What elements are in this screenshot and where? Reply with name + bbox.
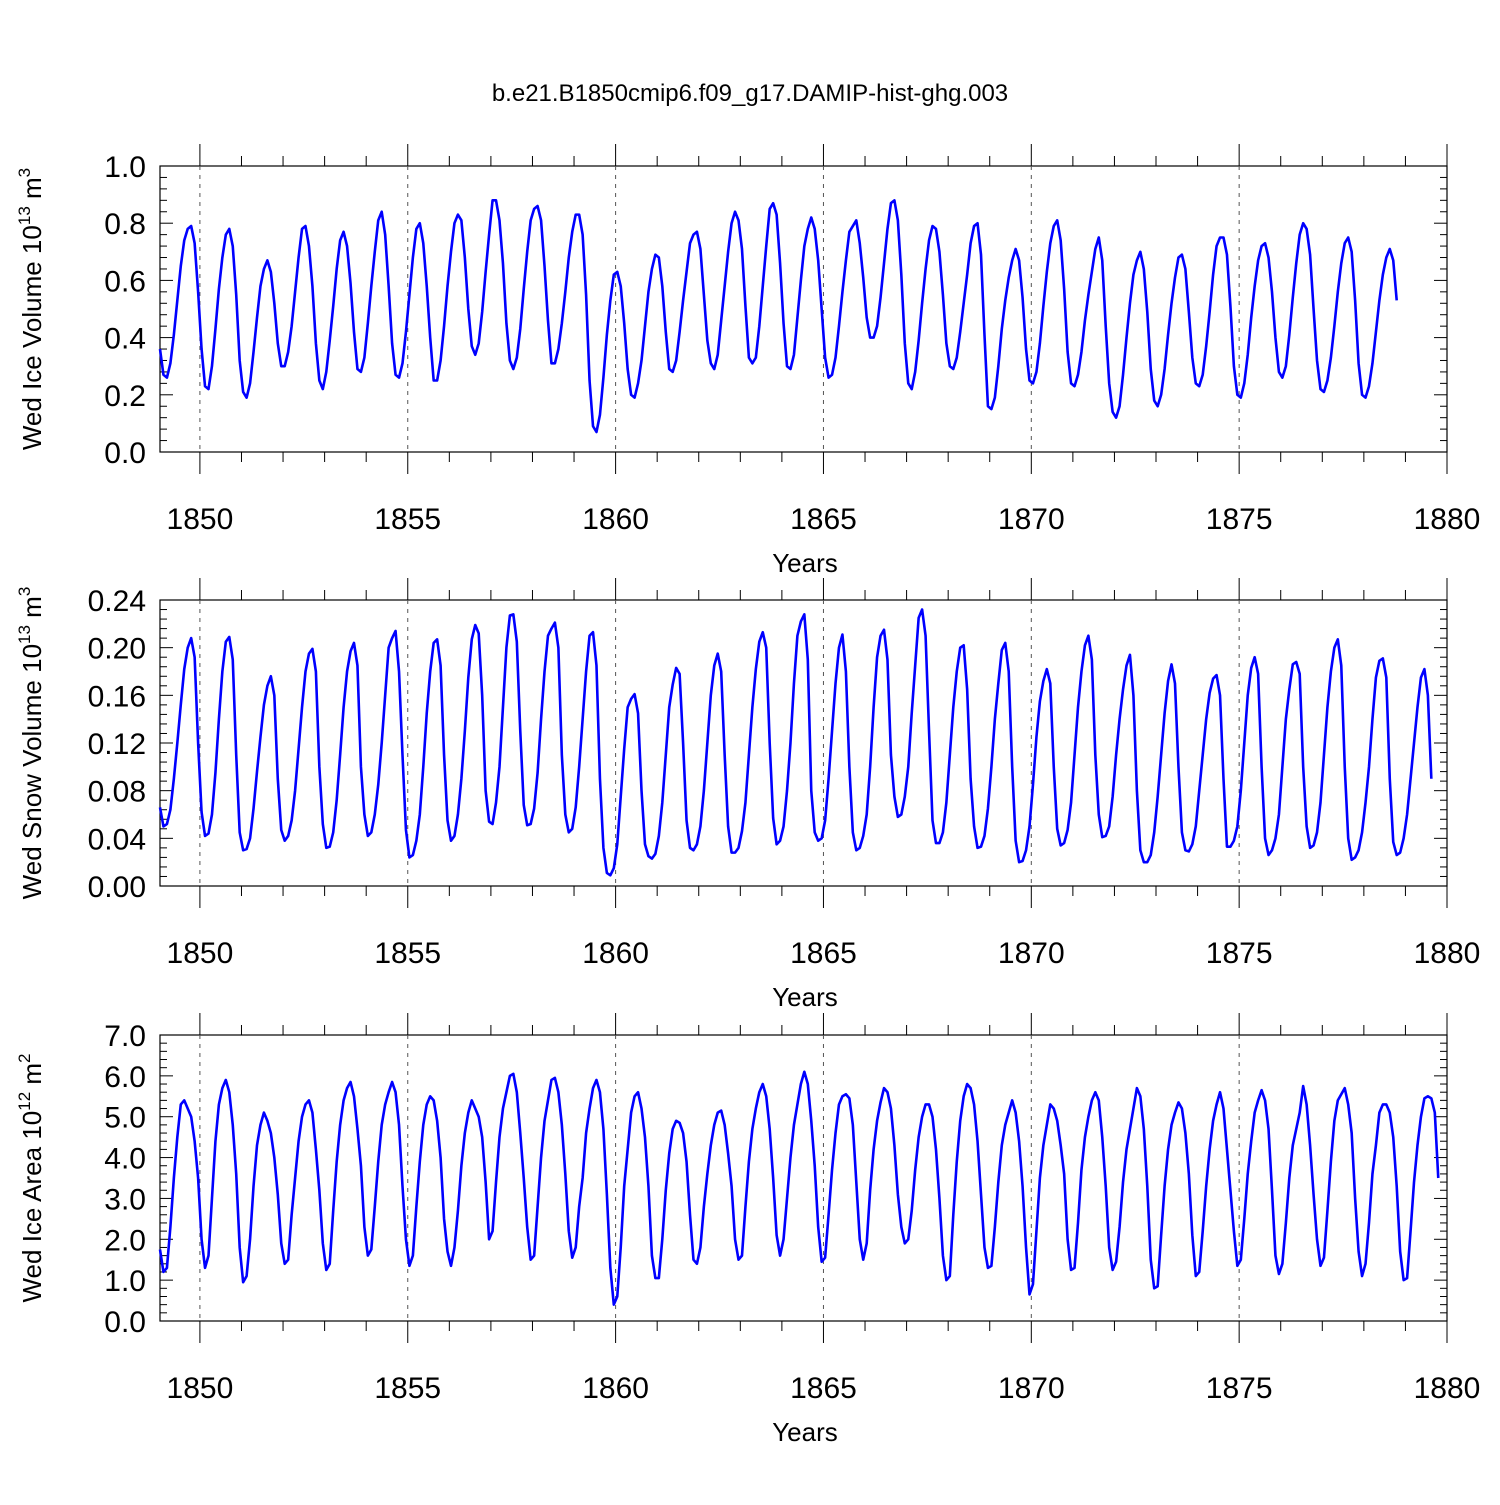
x-tick-label: 1865 bbox=[790, 1372, 857, 1405]
y-axis-label: Wed Snow Volume 1013 m3 bbox=[15, 587, 47, 900]
y-axis-label-superscript: 13 bbox=[15, 206, 34, 225]
x-tick-label: 1850 bbox=[167, 503, 234, 536]
y-tick-label: 0.12 bbox=[88, 728, 146, 761]
plot-frame bbox=[159, 165, 1448, 453]
x-tick-label: 1860 bbox=[582, 937, 649, 970]
y-tick-label: 0.16 bbox=[88, 680, 146, 713]
x-tick-label: 1870 bbox=[998, 503, 1065, 536]
x-tick-label: 1860 bbox=[582, 1372, 649, 1405]
y-tick-label: 1.0 bbox=[104, 1265, 146, 1298]
x-tick-label: 1850 bbox=[167, 937, 234, 970]
y-tick-label: 1.0 bbox=[104, 151, 146, 184]
x-tick-label: 1880 bbox=[1414, 1372, 1481, 1405]
y-tick-label: 0.20 bbox=[88, 633, 146, 666]
x-tick-label: 1880 bbox=[1414, 503, 1481, 536]
y-axis-label-text: Wed Snow Volume 10 bbox=[17, 644, 47, 899]
series-line-ice-area bbox=[158, 1070, 1440, 1306]
y-axis-label: Wed Ice Volume 1013 m3 bbox=[15, 168, 47, 450]
y-tick-label: 7.0 bbox=[104, 1020, 146, 1053]
x-tick-label: 1855 bbox=[374, 1372, 441, 1405]
x-tick-label: 1875 bbox=[1206, 1372, 1273, 1405]
y-axis-label-superscript: 2 bbox=[15, 1053, 34, 1062]
y-axis-label-superscript: 3 bbox=[15, 168, 34, 177]
y-tick-label: 0.6 bbox=[104, 265, 146, 298]
x-tick-label: 1865 bbox=[790, 937, 857, 970]
panel-ice-volume: 1850 1855 1860 1865 1870 1875 1880 Years 0.0 0.2 0… bbox=[15, 144, 1480, 578]
y-tick-label: 6.0 bbox=[104, 1061, 146, 1094]
y-tick-label: 0.24 bbox=[88, 585, 146, 618]
series-line-snow-volume bbox=[158, 608, 1433, 877]
series-line-ice-volume bbox=[158, 199, 1398, 434]
y-tick-label: 0.08 bbox=[88, 776, 146, 809]
x-axis-label: Years bbox=[772, 548, 838, 578]
y-axis-label-superscript: 12 bbox=[15, 1092, 34, 1111]
x-tick-label: 1870 bbox=[998, 937, 1065, 970]
x-axis-label: Years bbox=[772, 982, 838, 1012]
y-axis-label-text: Wed Ice Area 10 bbox=[17, 1111, 47, 1303]
x-tick-label: 1855 bbox=[374, 937, 441, 970]
y-axis-label-superscript: 3 bbox=[15, 587, 34, 596]
x-tick-label: 1850 bbox=[167, 1372, 234, 1405]
y-tick-label: 0.8 bbox=[104, 208, 146, 241]
x-tick-label: 1860 bbox=[582, 503, 649, 536]
y-axis-label: Wed Ice Area 1012 m2 bbox=[15, 1053, 47, 1302]
y-tick-label: 0.2 bbox=[104, 380, 146, 413]
x-tick-label: 1855 bbox=[374, 503, 441, 536]
y-tick-label: 2.0 bbox=[104, 1224, 146, 1257]
y-tick-label: 0.0 bbox=[104, 1306, 146, 1339]
y-tick-label: 5.0 bbox=[104, 1102, 146, 1135]
x-tick-label: 1870 bbox=[998, 1372, 1065, 1405]
x-tick-label: 1880 bbox=[1414, 937, 1481, 970]
plot-frame bbox=[159, 1034, 1448, 1322]
y-axis-label-text: m bbox=[17, 1063, 47, 1092]
y-tick-label: 0.0 bbox=[104, 437, 146, 470]
y-axis-label-superscript: 13 bbox=[15, 625, 34, 644]
y-axis-label-text: m bbox=[17, 596, 47, 625]
y-axis-label-text: Wed Ice Volume 10 bbox=[17, 225, 47, 450]
y-tick-label: 4.0 bbox=[104, 1143, 146, 1176]
y-tick-label: 0.00 bbox=[88, 871, 146, 904]
figure-title: b.e21.B1850cmip6.f09_g17.DAMIP-hist-ghg.… bbox=[492, 80, 1008, 107]
x-tick-label: 1865 bbox=[790, 503, 857, 536]
panel-ice-area: 1850 1855 1860 1865 1870 1875 1880 Years 0.0 1.0 2… bbox=[15, 1013, 1480, 1447]
x-axis-label: Years bbox=[772, 1417, 838, 1447]
panel-snow-volume: 1850 1855 1860 1865 1870 1875 1880 Years 0.00 0.0… bbox=[15, 578, 1480, 1012]
y-axis-label-text: m bbox=[17, 177, 47, 206]
x-tick-label: 1875 bbox=[1206, 937, 1273, 970]
y-tick-label: 0.04 bbox=[88, 823, 146, 856]
y-tick-label: 3.0 bbox=[104, 1183, 146, 1216]
y-tick-label: 0.4 bbox=[104, 323, 146, 356]
x-tick-label: 1875 bbox=[1206, 503, 1273, 536]
